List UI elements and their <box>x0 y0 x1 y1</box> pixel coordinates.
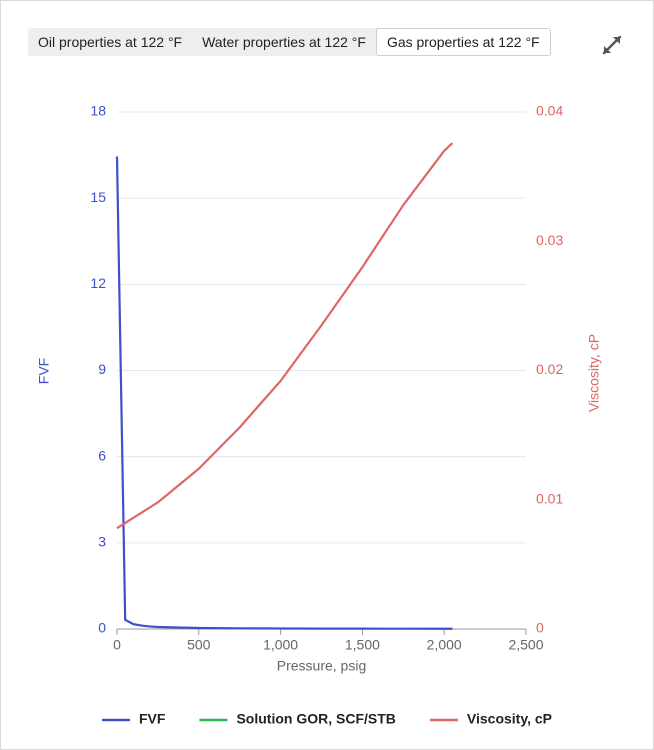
expand-icon[interactable] <box>599 32 625 58</box>
y2-axis-label: Viscosity, cP <box>586 334 602 412</box>
x-tick-label: 2,000 <box>427 637 462 653</box>
y2-tick-label: 0.01 <box>536 490 563 506</box>
series-line <box>116 142 454 530</box>
y-tick-label: 15 <box>90 189 106 205</box>
legend-label: Solution GOR, SCF/STB <box>236 711 395 727</box>
tab-bar: Oil properties at 122 °F Water properties… <box>28 28 551 56</box>
y-tick-label: 0 <box>98 620 106 636</box>
legend-item: FVF <box>102 711 166 727</box>
series-line <box>115 156 453 630</box>
y2-tick-label: 0.03 <box>536 232 563 248</box>
tab[interactable]: Gas properties at 122 °F <box>375 28 551 56</box>
x-tick-label: 1,000 <box>263 637 298 653</box>
legend-item: Solution GOR, SCF/STB <box>199 711 396 727</box>
tab[interactable]: Water properties at 122 °F <box>202 34 366 50</box>
y2-tick-label: 0 <box>536 620 544 636</box>
y-tick-label: 3 <box>98 534 106 550</box>
tab[interactable]: Oil properties at 122 °F <box>38 34 183 50</box>
y-axis-label: FVF <box>36 358 52 384</box>
legend: FVF Solution GOR, SCF/STB Viscosity, cP <box>102 711 552 727</box>
y-tick-label: 6 <box>98 447 106 463</box>
y-tick-label: 18 <box>90 103 106 119</box>
x-tick-label: 2,500 <box>508 637 543 653</box>
x-tick-label: 1,500 <box>345 637 380 653</box>
legend-label: Viscosity, cP <box>467 711 552 727</box>
y-tick-label: 12 <box>90 275 106 291</box>
x-axis-label: Pressure, psig <box>277 658 366 674</box>
y2-tick-label: 0.02 <box>536 361 563 377</box>
legend-item: Viscosity, cP <box>429 711 552 727</box>
y-tick-label: 9 <box>98 361 106 377</box>
legend-label: FVF <box>139 711 166 727</box>
y2-tick-label: 0.04 <box>536 103 563 119</box>
x-tick-label: 500 <box>187 637 211 653</box>
x-tick-label: 0 <box>113 637 121 653</box>
